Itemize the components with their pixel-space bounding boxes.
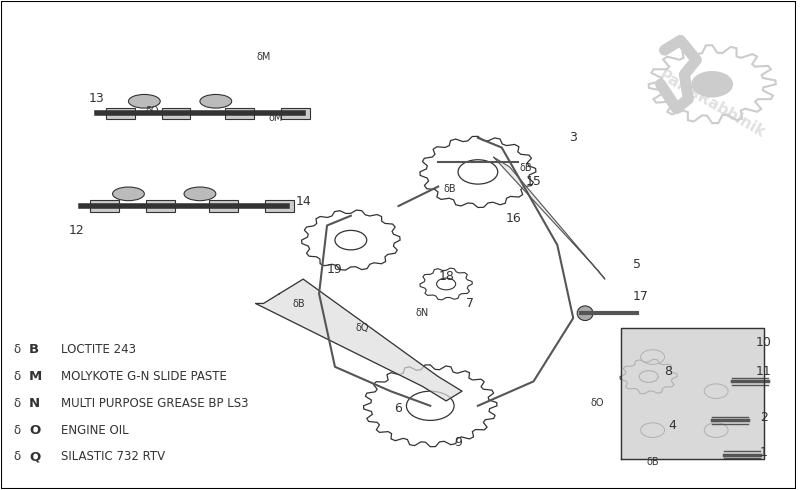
Text: 12: 12: [69, 224, 85, 237]
Ellipse shape: [577, 306, 593, 320]
FancyBboxPatch shape: [210, 200, 238, 212]
Text: δM: δM: [268, 113, 282, 123]
Text: SILASTIC 732 RTV: SILASTIC 732 RTV: [61, 450, 165, 464]
Text: 13: 13: [89, 92, 105, 105]
Text: δO: δO: [146, 106, 159, 116]
Text: 6: 6: [394, 402, 402, 415]
Text: 3: 3: [570, 131, 577, 145]
Text: δ: δ: [14, 397, 21, 410]
Text: MULTI PURPOSE GREASE BP LS3: MULTI PURPOSE GREASE BP LS3: [61, 397, 249, 410]
Text: MOLYKOTE G-N SLIDE PASTE: MOLYKOTE G-N SLIDE PASTE: [61, 370, 227, 383]
Text: 4: 4: [669, 419, 677, 432]
Text: 7: 7: [466, 297, 474, 310]
Text: Q: Q: [29, 450, 41, 464]
FancyBboxPatch shape: [226, 108, 254, 119]
Text: 18: 18: [438, 270, 454, 283]
Circle shape: [692, 72, 732, 97]
Text: 19: 19: [327, 263, 343, 276]
Text: 2: 2: [760, 412, 768, 424]
Text: 9: 9: [454, 436, 462, 449]
Text: δ: δ: [14, 450, 21, 464]
Text: δ: δ: [14, 424, 21, 437]
Text: B: B: [29, 343, 39, 356]
Text: 5: 5: [633, 258, 641, 271]
FancyBboxPatch shape: [146, 200, 174, 212]
Polygon shape: [494, 157, 605, 279]
Text: δQ: δQ: [356, 323, 370, 333]
Text: δB: δB: [293, 299, 306, 310]
FancyBboxPatch shape: [90, 200, 119, 212]
Text: δ: δ: [14, 370, 21, 383]
Text: δB: δB: [646, 457, 659, 467]
Polygon shape: [255, 279, 462, 401]
FancyBboxPatch shape: [281, 108, 310, 119]
Text: 11: 11: [756, 365, 772, 378]
Circle shape: [704, 423, 728, 438]
Text: PartsRabbinik: PartsRabbinik: [657, 68, 768, 141]
Text: δ: δ: [14, 343, 21, 356]
Text: O: O: [29, 424, 41, 437]
FancyBboxPatch shape: [106, 108, 135, 119]
Text: 16: 16: [506, 212, 522, 225]
Text: δN: δN: [416, 308, 429, 318]
Text: δB: δB: [444, 184, 457, 194]
Text: 15: 15: [526, 175, 542, 188]
Text: 8: 8: [665, 365, 673, 378]
Ellipse shape: [113, 187, 144, 201]
Text: δB: δB: [519, 163, 532, 173]
FancyBboxPatch shape: [162, 108, 190, 119]
Ellipse shape: [129, 95, 160, 108]
Ellipse shape: [200, 95, 232, 108]
Text: δM: δM: [256, 52, 270, 62]
FancyBboxPatch shape: [265, 200, 294, 212]
Text: N: N: [29, 397, 40, 410]
Text: ENGINE OIL: ENGINE OIL: [61, 424, 129, 437]
Text: 1: 1: [760, 445, 768, 459]
Circle shape: [641, 350, 665, 365]
Text: 17: 17: [633, 290, 649, 303]
Circle shape: [641, 423, 665, 438]
Text: LOCTITE 243: LOCTITE 243: [61, 343, 136, 356]
Circle shape: [704, 384, 728, 398]
Text: M: M: [29, 370, 42, 383]
Polygon shape: [621, 328, 764, 460]
Text: 10: 10: [756, 336, 772, 349]
Text: 14: 14: [295, 195, 311, 208]
Text: δO: δO: [590, 398, 604, 408]
Ellipse shape: [184, 187, 216, 201]
